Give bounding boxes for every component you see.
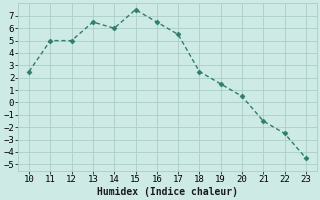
X-axis label: Humidex (Indice chaleur): Humidex (Indice chaleur) <box>97 186 238 197</box>
